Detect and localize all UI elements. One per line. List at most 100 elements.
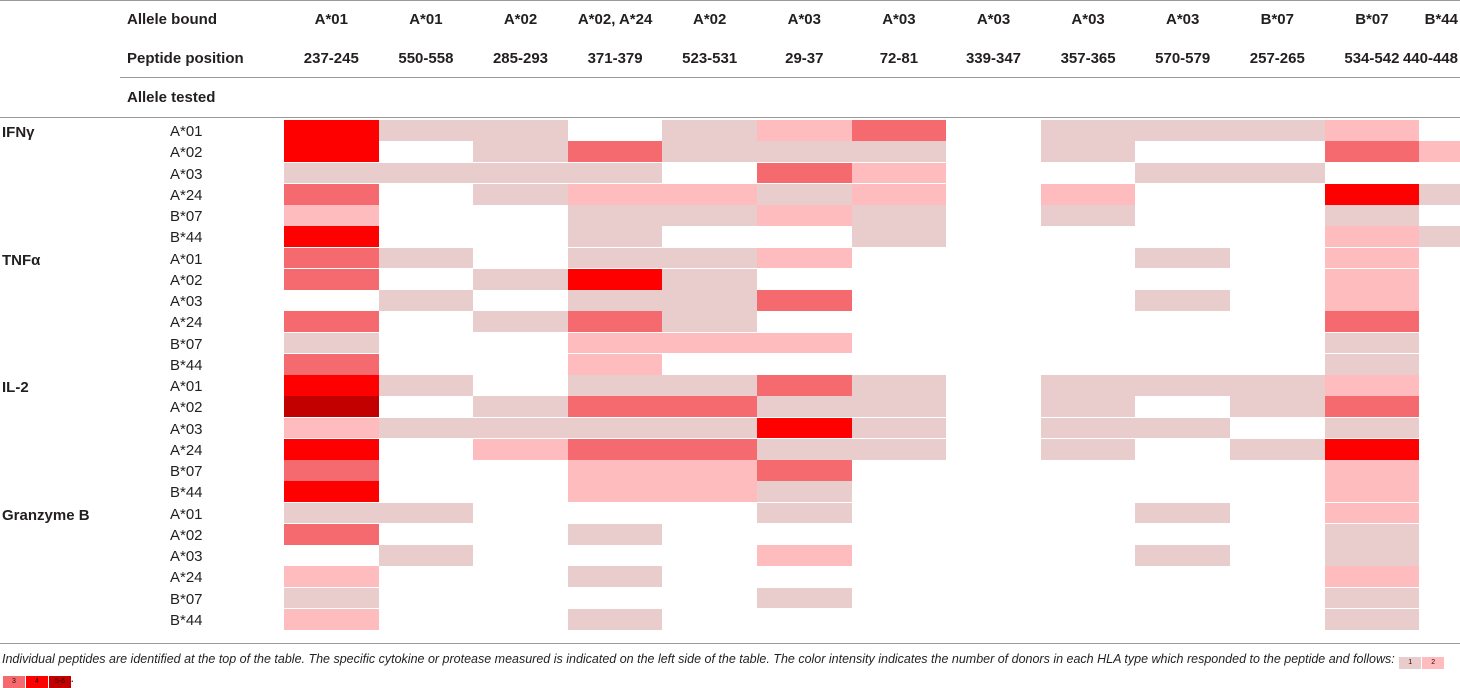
allele-bound-header: B*44	[1424, 11, 1458, 28]
peptide-position-label: Peptide position	[127, 50, 244, 67]
heatmap-cell	[284, 332, 379, 354]
heatmap-cell	[1135, 162, 1230, 184]
heatmap-cell	[1040, 417, 1136, 439]
cytokine-label: IFNγ	[2, 124, 35, 141]
heatmap-cell	[567, 396, 663, 417]
heatmap-cell	[284, 226, 379, 247]
heatmap-cell	[1324, 268, 1420, 290]
heatmap-cell	[851, 375, 947, 396]
heatmap-cell	[567, 226, 663, 247]
heatmap-cell	[1135, 120, 1230, 141]
allele-tested-label: A*03	[170, 165, 203, 183]
heatmap-cell	[473, 141, 568, 162]
allele-tested-label: B*44	[170, 229, 203, 247]
allele-tested-label: A*02	[170, 144, 203, 162]
peptide-position-header: 570-579	[1155, 50, 1211, 67]
allele-bound-header: A*02, A*24	[577, 11, 653, 28]
heatmap-cell	[284, 566, 379, 587]
heatmap-cell	[662, 247, 757, 269]
heatmap-cell	[284, 353, 379, 375]
heatmap-cell	[1324, 290, 1420, 311]
heatmap-cell	[567, 311, 663, 332]
heatmap-cell	[1230, 396, 1325, 417]
color-legend: 1 2 3 4 5-6	[2, 652, 1445, 688]
allele-bound-header: A*03	[976, 11, 1011, 28]
bottom-rule	[0, 643, 1460, 644]
heatmap-cell	[757, 587, 852, 609]
heatmap-cell	[757, 502, 852, 524]
heatmap-cell	[473, 396, 568, 417]
heatmap-cell	[1324, 353, 1420, 375]
heatmap-cell	[1135, 502, 1230, 524]
heatmap-cell	[378, 290, 474, 311]
heatmap-cell	[284, 608, 379, 630]
allele-tested-label: A*24	[170, 314, 203, 332]
heatmap-cell	[1324, 332, 1420, 354]
allele-tested-label: B*07	[170, 590, 203, 608]
peptide-position-header: 371-379	[587, 50, 643, 67]
heatmap-cell	[567, 290, 663, 311]
heatmap-cell	[284, 162, 379, 184]
heatmap-cell	[1324, 183, 1420, 205]
heatmap-cell	[662, 268, 757, 290]
heatmap-cell	[1040, 375, 1136, 396]
allele-bound-header: B*07	[1260, 11, 1294, 28]
allele-bound-header: A*02	[693, 11, 727, 28]
heatmap-cell	[1135, 247, 1230, 269]
header-rule	[120, 77, 1460, 78]
heatmap-cell	[567, 332, 663, 354]
heatmap-cell	[851, 205, 947, 226]
allele-tested-label: B*44	[170, 356, 203, 374]
top-rule	[0, 0, 1460, 1]
allele-tested-label: A*03	[170, 548, 203, 565]
allele-tested-label: A*02	[170, 271, 203, 289]
cytokine-label: Granzyme B	[2, 506, 90, 524]
heatmap-cell	[1230, 120, 1325, 141]
heatmap-cell	[662, 141, 757, 162]
heatmap-cell	[567, 162, 663, 184]
heatmap-cell	[1324, 247, 1420, 269]
heatmap-cell	[567, 353, 663, 375]
heatmap-cell	[1135, 417, 1230, 439]
heatmap-cell	[1324, 226, 1420, 247]
legend-swatch: 4	[26, 676, 48, 688]
heatmap-cell	[284, 523, 379, 545]
allele-tested-label: A*03	[170, 420, 203, 438]
heatmap-cell	[1419, 226, 1460, 247]
heatmap-cell	[1324, 311, 1420, 332]
legend-swatch: 5-6	[49, 676, 71, 688]
heatmap-cell	[378, 502, 474, 524]
allele-bound-header: A*03	[787, 11, 821, 28]
heatmap-cell	[284, 120, 379, 141]
heatmap-cell	[1419, 141, 1460, 162]
heatmap-cell	[284, 396, 379, 417]
allele-bound-header: A*01	[409, 11, 443, 28]
heatmap-cell	[757, 162, 852, 184]
heatmap-cell	[851, 141, 947, 162]
heatmap-cell	[284, 587, 379, 609]
heatmap-cell	[567, 608, 663, 630]
heatmap-cell	[567, 523, 663, 545]
peptide-position-header: 237-245	[303, 50, 359, 67]
heatmap-cell	[757, 396, 852, 417]
allele-bound-header: A*03	[882, 11, 916, 28]
heatmap-cell	[662, 396, 757, 417]
heatmap-cell	[1230, 438, 1325, 460]
heatmap-cell	[757, 375, 852, 396]
allele-tested-label: A*24	[170, 186, 203, 204]
heatmap-cell	[1040, 205, 1136, 226]
heatmap-cell	[567, 375, 663, 396]
heatmap-cell	[851, 438, 947, 460]
peptide-position-header: 339-347	[965, 50, 1022, 67]
peptide-position-header: 534-542	[1344, 50, 1400, 67]
heatmap-cell	[567, 481, 663, 502]
body-top-rule	[0, 117, 1460, 118]
heatmap-cell	[473, 183, 568, 205]
heatmap-cell	[284, 183, 379, 205]
heatmap-cell	[662, 311, 757, 332]
heatmap-cell	[1324, 417, 1420, 439]
heatmap-cell	[378, 545, 474, 566]
heatmap-cell	[378, 417, 474, 439]
heatmap-cell	[851, 183, 947, 205]
peptide-position-header: 523-531	[682, 50, 738, 67]
